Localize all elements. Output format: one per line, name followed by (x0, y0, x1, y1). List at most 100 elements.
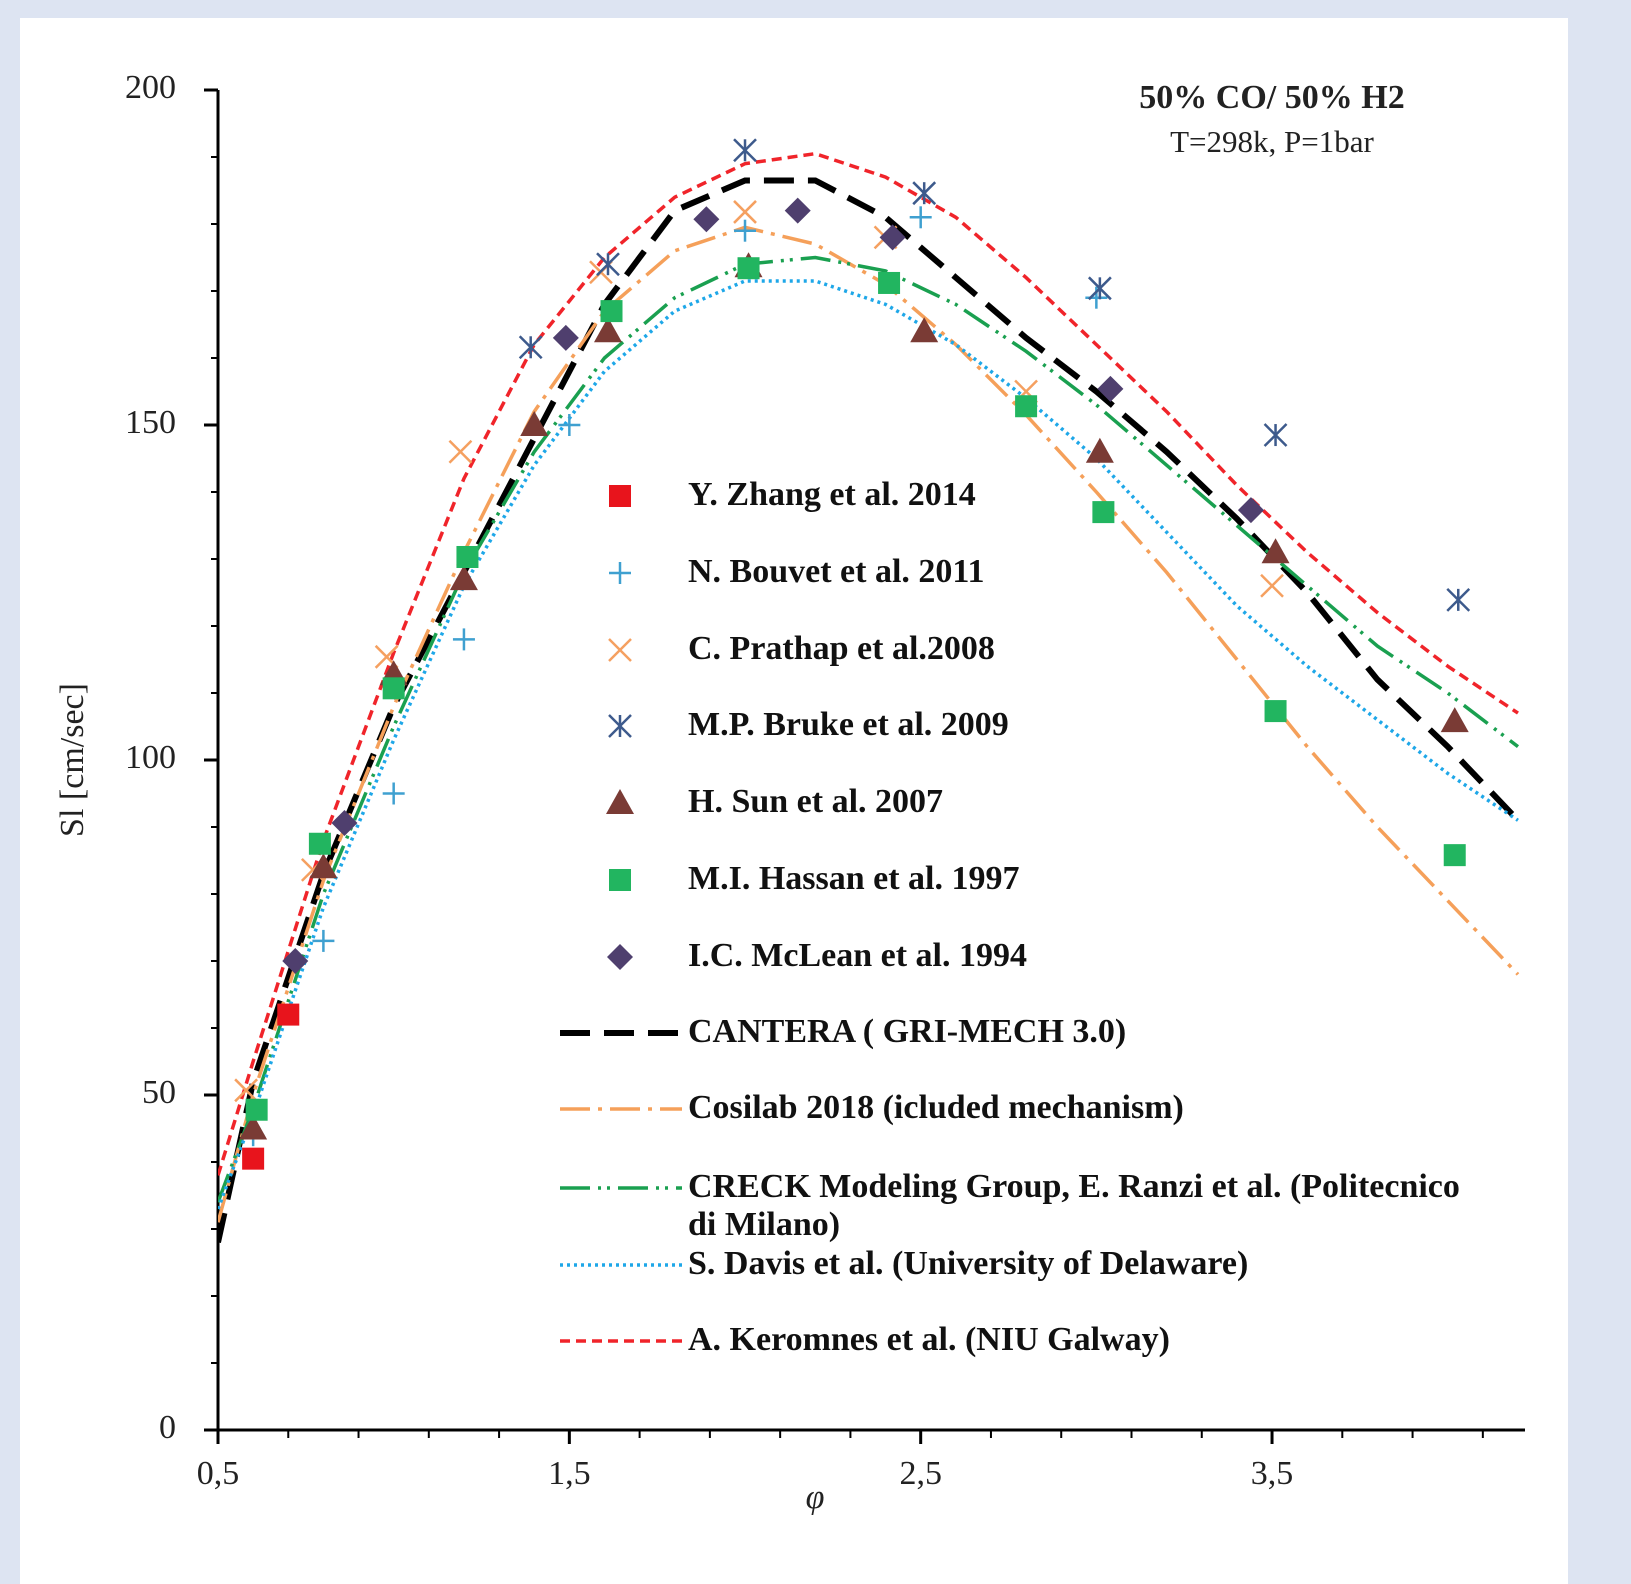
legend-item: M.I. Hassan et al. 1997 (688, 860, 1020, 897)
marker-shape (607, 944, 633, 970)
legend-item: Y. Zhang et al. 2014 (688, 476, 976, 513)
marker-shape (606, 789, 634, 814)
y-axis-label: Sl [cm/sec] (54, 683, 91, 837)
marker-shape (1440, 707, 1469, 733)
annotation: T=298k, P=1bar (1170, 124, 1374, 159)
x-tick-label: 2,5 (899, 1455, 942, 1492)
marker-shape (737, 257, 760, 280)
marker (1015, 395, 1038, 418)
marker (518, 335, 543, 360)
marker (693, 206, 720, 233)
marker-shape (449, 565, 478, 591)
marker (1085, 437, 1114, 463)
marker (609, 869, 631, 891)
legend-label: N. Bouvet et al. 2011 (688, 553, 985, 590)
marker (593, 317, 622, 343)
annotation: 50% CO/ 50% H2 (1139, 79, 1404, 116)
marker (309, 853, 338, 879)
legend-item: Cosilab 2018 (icluded mechanism) (688, 1089, 1184, 1126)
marker-shape (600, 300, 623, 323)
x-tick-label: 3,5 (1251, 1455, 1294, 1492)
marker (382, 677, 405, 700)
marker (1446, 587, 1471, 612)
marker-shape (234, 1078, 258, 1103)
series-line (218, 255, 1520, 1203)
marker (609, 485, 631, 507)
legend-label: H. Sun et al. 2007 (688, 783, 944, 820)
marker-shape (910, 317, 939, 343)
marker-shape (1092, 501, 1115, 524)
marker (277, 1003, 300, 1026)
y-tick-label: 0 (159, 1409, 176, 1446)
marker-shape (693, 206, 720, 233)
marker (608, 638, 632, 662)
marker-shape (282, 948, 309, 974)
legend-item: N. Bouvet et al. 2011 (688, 553, 985, 590)
x-tick-label: 0,5 (197, 1455, 240, 1492)
y-tick-label: 50 (142, 1074, 176, 1111)
marker-shape (593, 317, 622, 343)
marker (607, 944, 633, 970)
marker (784, 197, 811, 224)
marker-shape (1260, 573, 1284, 598)
y-tick-label: 100 (125, 739, 176, 776)
marker (1260, 573, 1284, 598)
marker (520, 411, 549, 436)
marker (606, 789, 634, 814)
legend-label: S. Davis et al. (University of Delaware) (688, 1245, 1249, 1282)
legend-label: Cosilab 2018 (icluded mechanism) (688, 1089, 1184, 1126)
marker-shape (382, 677, 405, 700)
marker (1263, 423, 1288, 447)
marker (245, 1098, 268, 1121)
marker-shape (239, 1114, 268, 1140)
marker-shape (448, 439, 473, 464)
legend-item: C. Prathap et al.2008 (688, 630, 995, 667)
marker (448, 439, 473, 464)
marker-shape (242, 1147, 265, 1170)
legend-label: A. Keromnes et al. (NIU Galway) (688, 1321, 1170, 1358)
legend-item: I.C. McLean et al. 1994 (688, 937, 1027, 974)
marker (1237, 497, 1264, 524)
marker-shape (1015, 395, 1038, 418)
marker (596, 252, 620, 277)
marker-shape (308, 832, 331, 855)
marker (733, 200, 757, 224)
marker-shape (609, 485, 631, 507)
marker (1097, 375, 1124, 402)
x-axis-label: φ (806, 1479, 825, 1516)
marker (1092, 501, 1115, 524)
marker (242, 1147, 265, 1170)
marker (1261, 538, 1290, 564)
plot-panel (20, 18, 1568, 1584)
x-tick-label: 1,5 (548, 1455, 591, 1492)
y-tick-label: 200 (125, 69, 176, 106)
marker (609, 562, 631, 584)
legend-item: M.P. Bruke et al. 2009 (688, 706, 1009, 743)
marker (308, 832, 331, 855)
marker (734, 219, 757, 242)
legend-item: CANTERA ( GRI-MECH 3.0) (688, 1013, 1126, 1050)
marker-shape (1261, 538, 1290, 564)
marker (733, 138, 757, 163)
legend-label: M.P. Bruke et al. 2009 (688, 706, 1009, 743)
marker-shape (733, 200, 757, 224)
marker-shape (1443, 844, 1466, 867)
legend-label: M.I. Hassan et al. 1997 (688, 860, 1020, 897)
marker (234, 1078, 258, 1103)
marker (1087, 276, 1112, 301)
marker-shape (552, 324, 579, 351)
marker (608, 714, 632, 738)
marker-shape (1264, 700, 1287, 723)
marker (1443, 844, 1466, 867)
marker (552, 324, 579, 351)
marker (452, 628, 475, 651)
marker (600, 300, 623, 323)
marker (912, 181, 937, 206)
marker-shape (1237, 497, 1264, 524)
legend-item: H. Sun et al. 2007 (688, 783, 944, 820)
marker (1264, 700, 1287, 723)
marker-shape (309, 853, 338, 879)
legend-label: Y. Zhang et al. 2014 (688, 476, 976, 513)
series-line (218, 225, 1520, 1223)
